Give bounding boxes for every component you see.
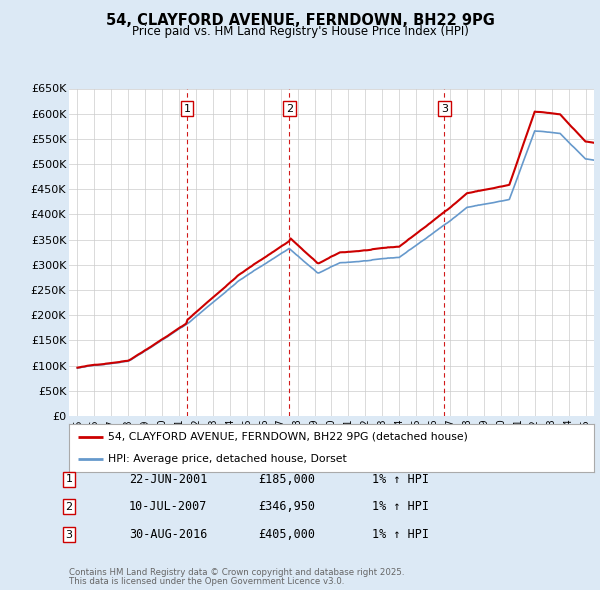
- Text: £405,000: £405,000: [258, 528, 315, 541]
- Text: 1% ↑ HPI: 1% ↑ HPI: [372, 473, 429, 486]
- Text: 2: 2: [286, 104, 293, 114]
- Text: 54, CLAYFORD AVENUE, FERNDOWN, BH22 9PG: 54, CLAYFORD AVENUE, FERNDOWN, BH22 9PG: [106, 13, 494, 28]
- Text: HPI: Average price, detached house, Dorset: HPI: Average price, detached house, Dors…: [109, 454, 347, 464]
- Text: 1: 1: [65, 474, 73, 484]
- Text: £185,000: £185,000: [258, 473, 315, 486]
- Text: 1% ↑ HPI: 1% ↑ HPI: [372, 528, 429, 541]
- Text: This data is licensed under the Open Government Licence v3.0.: This data is licensed under the Open Gov…: [69, 577, 344, 586]
- Text: 2: 2: [65, 502, 73, 512]
- Text: 10-JUL-2007: 10-JUL-2007: [129, 500, 208, 513]
- Text: 3: 3: [441, 104, 448, 114]
- Text: 1% ↑ HPI: 1% ↑ HPI: [372, 500, 429, 513]
- Text: 54, CLAYFORD AVENUE, FERNDOWN, BH22 9PG (detached house): 54, CLAYFORD AVENUE, FERNDOWN, BH22 9PG …: [109, 432, 468, 442]
- Text: 1: 1: [184, 104, 191, 114]
- Text: Price paid vs. HM Land Registry's House Price Index (HPI): Price paid vs. HM Land Registry's House …: [131, 25, 469, 38]
- Text: 3: 3: [65, 530, 73, 539]
- Text: 30-AUG-2016: 30-AUG-2016: [129, 528, 208, 541]
- Text: 22-JUN-2001: 22-JUN-2001: [129, 473, 208, 486]
- Text: Contains HM Land Registry data © Crown copyright and database right 2025.: Contains HM Land Registry data © Crown c…: [69, 568, 404, 577]
- Text: £346,950: £346,950: [258, 500, 315, 513]
